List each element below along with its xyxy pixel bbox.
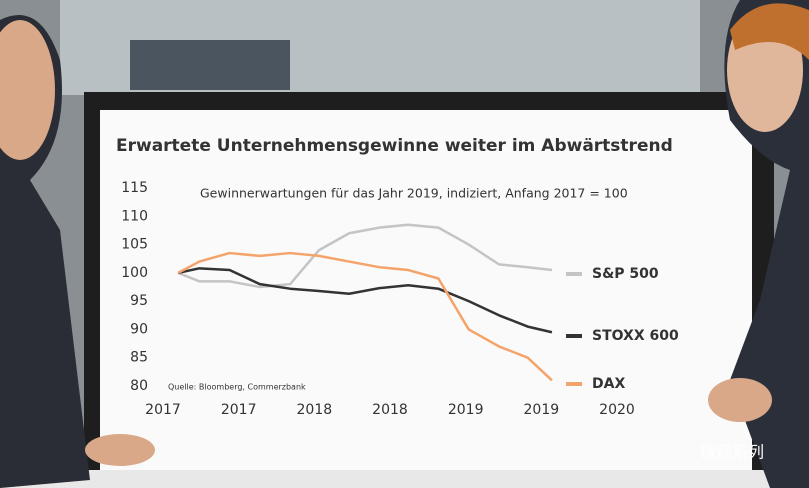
series-line xyxy=(177,251,553,382)
x-tick-label: 2018 xyxy=(372,402,408,418)
legend-label: S&P 500 xyxy=(592,266,659,282)
x-tick-label: 2019 xyxy=(448,402,484,418)
y-tick-label: 90 xyxy=(130,321,148,337)
y-tick-label: 85 xyxy=(130,350,148,366)
x-tick-label: 2017 xyxy=(221,402,257,418)
x-tick-label: 2020 xyxy=(599,402,635,418)
x-tick-label: 2018 xyxy=(297,402,333,418)
screen xyxy=(100,110,752,475)
x-tick-label: 2017 xyxy=(145,402,181,418)
watermark: 微观系列 xyxy=(700,443,764,462)
y-tick-label: 100 xyxy=(121,265,148,281)
series-line xyxy=(177,267,553,334)
y-tick-label: 95 xyxy=(130,293,148,309)
office-desks xyxy=(130,40,290,90)
desk xyxy=(0,470,809,488)
series-line xyxy=(177,223,553,289)
source: Quelle: Bloomberg, Commerzbank xyxy=(168,383,306,392)
legend-label: DAX xyxy=(592,376,625,392)
face-left xyxy=(0,20,55,160)
hand-right xyxy=(708,378,772,422)
hair-right xyxy=(730,3,809,60)
hand-left xyxy=(85,434,155,466)
chart-subtitle: Gewinnerwartungen für das Jahr 2019, ind… xyxy=(200,186,628,201)
y-tick-label: 115 xyxy=(121,180,148,196)
legend-label: STOXX 600 xyxy=(592,328,679,344)
chart-title: Erwartete Unternehmensgewinne weiter im … xyxy=(116,136,673,156)
y-tick-label: 105 xyxy=(121,237,148,253)
y-tick-label: 80 xyxy=(130,378,148,394)
x-tick-label: 2019 xyxy=(524,402,560,418)
y-tick-label: 110 xyxy=(121,208,148,224)
